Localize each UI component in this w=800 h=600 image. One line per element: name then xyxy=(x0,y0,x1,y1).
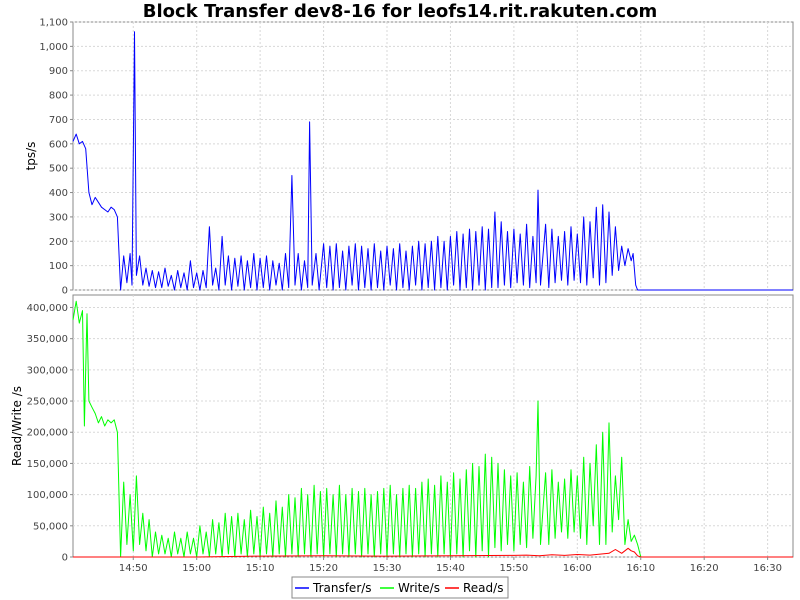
readwrite-y-tick-label-5: 250,000 xyxy=(27,397,68,408)
readwrite-panel-y-axis: 0 50,000 100,000 150,000 200,000 250,000 300,0… xyxy=(27,303,73,564)
transfer-y-tick-label-7: 700 xyxy=(49,115,68,126)
transfer-y-tick-label-6: 600 xyxy=(49,139,68,150)
readwrite-y-tick-label-1: 50,000 xyxy=(33,521,68,532)
x-tick-label-3: 15:20 xyxy=(309,563,338,574)
x-tick-label-1: 15:00 xyxy=(182,563,211,574)
x-axis: 14:50 15:00 15:10 15:20 15:30 15:40 15:50 16:00… xyxy=(119,557,782,574)
legend: Transfer/s Write/s Read/s xyxy=(291,576,509,599)
transfer-panel-y-axis: 0 100 200 300 400 500 600 700 800 900 1,000 1,100 xyxy=(39,18,73,297)
chart-title: Block Transfer dev8-16 for leofs14.rit.r… xyxy=(142,1,658,22)
readwrite-panel: 0 50,000 100,000 150,000 200,000 250,000 300,0… xyxy=(10,294,794,564)
readwrite-y-tick-label-0: 0 xyxy=(62,553,68,564)
transfer-y-tick-label-1: 100 xyxy=(49,261,68,272)
x-tick-label-5: 15:40 xyxy=(436,563,465,574)
transfer-y-tick-label-0: 0 xyxy=(62,286,68,297)
readwrite-panel-y-axis-title: Read/Write /s xyxy=(10,386,24,466)
series-line-transfers xyxy=(72,31,793,291)
transfer-y-tick-label-5: 500 xyxy=(49,164,68,175)
x-tick-label-10: 16:30 xyxy=(753,563,782,574)
legend-box xyxy=(291,576,509,599)
x-tick-label-8: 16:10 xyxy=(626,563,655,574)
transfer-panel-grid xyxy=(73,21,793,291)
legend-label-read: Read/s xyxy=(463,581,503,595)
x-tick-label-9: 16:20 xyxy=(690,563,719,574)
transfer-y-tick-label-11: 1,100 xyxy=(39,18,68,29)
x-tick-label-4: 15:30 xyxy=(373,563,402,574)
x-tick-label-0: 14:50 xyxy=(119,563,148,574)
readwrite-y-tick-label-3: 150,000 xyxy=(27,459,68,470)
x-tick-label-6: 15:50 xyxy=(499,563,528,574)
transfer-panel: 0 100 200 300 400 500 600 700 800 900 1,000 1,100 t… xyxy=(24,18,794,297)
readwrite-y-tick-label-6: 300,000 xyxy=(27,365,68,376)
legend-label-write: Write/s xyxy=(398,581,440,595)
series-line-writes xyxy=(72,300,793,558)
x-tick-label-7: 16:00 xyxy=(563,563,592,574)
transfer-y-tick-label-3: 300 xyxy=(49,212,68,223)
x-tick-label-2: 15:10 xyxy=(246,563,275,574)
transfer-y-tick-label-10: 1,000 xyxy=(39,42,68,53)
transfer-y-tick-label-2: 200 xyxy=(49,237,68,248)
readwrite-panel-series xyxy=(72,300,793,558)
transfer-panel-y-axis-title: tps/s xyxy=(24,142,38,171)
transfer-y-tick-label-9: 900 xyxy=(49,66,68,77)
readwrite-y-tick-label-4: 200,000 xyxy=(27,428,68,439)
readwrite-y-tick-label-7: 350,000 xyxy=(27,334,68,345)
transfer-y-tick-label-4: 400 xyxy=(49,188,68,199)
readwrite-y-tick-label-8: 400,000 xyxy=(27,303,68,314)
transfer-y-tick-label-8: 800 xyxy=(49,91,68,102)
legend-label-transfer: Transfer/s xyxy=(312,581,372,595)
transfer-panel-series xyxy=(72,31,793,291)
series-line-reads xyxy=(73,547,793,558)
readwrite-y-tick-label-2: 100,000 xyxy=(27,490,68,501)
